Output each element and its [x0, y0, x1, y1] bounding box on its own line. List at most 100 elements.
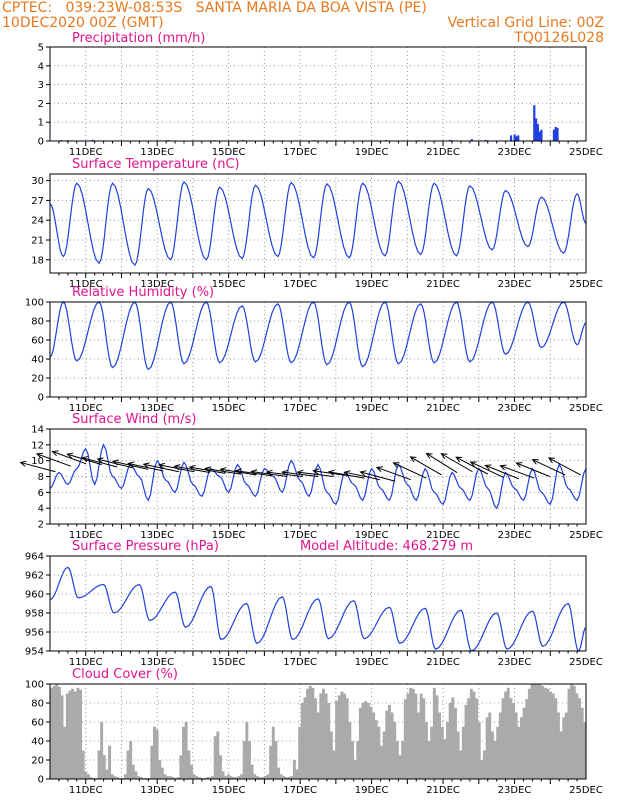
- wind-arrow-head: [547, 457, 555, 464]
- cloud-bar: [493, 741, 497, 779]
- cloud-bar: [57, 686, 61, 779]
- cloud-bar: [295, 769, 299, 779]
- wind-arrow-shaft: [344, 471, 380, 481]
- cloud-bar: [446, 722, 449, 779]
- xtick-label: 25DEC: [569, 279, 603, 290]
- ytick-label: 100: [25, 298, 44, 309]
- wind-arrow-shaft: [393, 462, 427, 479]
- cloud-bar: [290, 776, 294, 779]
- wind-arrow-head: [281, 469, 289, 476]
- wind-arrow-head: [127, 461, 135, 468]
- ytick-label: 960: [25, 590, 44, 601]
- wind-arrow-head: [515, 462, 523, 468]
- cloud-bar: [327, 703, 331, 779]
- wind-arrow: [265, 469, 303, 477]
- precip-bar: [540, 129, 543, 141]
- xtick-label: 19DEC: [355, 403, 389, 414]
- cloud-bar: [443, 739, 447, 779]
- panel-title-cloud: Cloud Cover (%): [72, 667, 178, 682]
- cloud-bar: [300, 703, 304, 779]
- cloud-bar: [50, 687, 53, 779]
- ytick-label: 80: [31, 317, 44, 328]
- panel-title-precip: Precipitation (mm/h): [72, 31, 205, 46]
- cloud-bar: [580, 707, 584, 779]
- xtick-label: 19DEC: [355, 147, 389, 158]
- cloud-bar: [435, 695, 439, 779]
- cloud-bar: [464, 704, 468, 779]
- panel-frame: [49, 46, 587, 142]
- wind-arrow: [455, 456, 489, 475]
- ytick-label: 958: [25, 609, 44, 620]
- wind-arrow-shaft: [470, 461, 504, 478]
- wind-arrow-head: [51, 450, 59, 457]
- xtick-label: 23DEC: [498, 785, 532, 796]
- xtick-label: 25DEC: [569, 785, 603, 796]
- cloud-bar: [316, 712, 320, 779]
- cloud-bar: [575, 693, 579, 779]
- wind-arrow-head: [204, 466, 212, 473]
- wind-arrow-head: [96, 457, 104, 464]
- wind-arrow: [425, 452, 458, 473]
- ytick-label: 60: [31, 336, 44, 347]
- wind-arrow: [499, 464, 535, 479]
- cloud-bar: [184, 722, 188, 779]
- xtick-label: 17DEC: [283, 530, 317, 541]
- cloud-bar: [271, 726, 275, 779]
- ytick-label: 12: [31, 440, 44, 451]
- cloud-bar: [248, 741, 251, 779]
- cloud-bar: [63, 726, 67, 779]
- cloud-bar: [380, 745, 383, 779]
- header-grid-note: Vertical Grid Line: 00Z: [447, 15, 604, 31]
- wind-arrow: [409, 456, 442, 476]
- cloud-bar: [414, 693, 418, 779]
- cloud-bar: [211, 776, 215, 779]
- cloud-bar: [176, 777, 180, 779]
- cloud-bar: [459, 750, 463, 779]
- precip-bar: [552, 129, 556, 141]
- cloud-bar: [543, 687, 547, 779]
- cloud-bar: [189, 764, 193, 779]
- cloud-bar: [440, 726, 444, 779]
- cloud-bar: [240, 774, 244, 779]
- cloud-bar: [171, 777, 175, 779]
- cloud-bar: [461, 726, 465, 779]
- xtick-label: 11DEC: [69, 147, 103, 158]
- xtick-label: 13DEC: [140, 657, 174, 668]
- wind-arrow-shaft: [426, 453, 458, 473]
- wind-arrow-shaft: [52, 451, 87, 465]
- ytick-label: 954: [25, 647, 44, 658]
- cloud-bar: [351, 741, 354, 779]
- cloud-bar: [158, 760, 162, 779]
- cloud-bar: [52, 685, 56, 779]
- cloud-bar: [298, 726, 302, 779]
- cloud-bar: [337, 695, 341, 779]
- cloud-bar: [105, 769, 109, 779]
- cloud-bar: [488, 712, 492, 779]
- xtick-label: 15DEC: [212, 657, 246, 668]
- wind-arrow-head: [173, 464, 181, 471]
- wind-arrow-shaft: [266, 471, 303, 477]
- cloud-bar: [538, 684, 542, 779]
- cloud-bar: [216, 731, 220, 779]
- ytick-label: 3: [38, 80, 44, 91]
- cloud-bar: [496, 726, 500, 779]
- ytick-label: 6: [38, 488, 44, 499]
- panel-title-wind: Surface Wind (m/s): [72, 412, 196, 427]
- precip-bar: [554, 126, 557, 141]
- wind-arrow-shaft: [282, 471, 319, 477]
- wind-arrow-shaft: [532, 459, 566, 476]
- header-model-id: TQ0126L028: [514, 30, 604, 46]
- cloud-bar: [116, 777, 119, 779]
- cloud-bar: [71, 688, 75, 779]
- cloud-bar: [76, 687, 80, 779]
- wind-arrow-head: [265, 469, 273, 476]
- wind-arrow-shaft: [328, 471, 365, 479]
- header-date: 10DEC2020 00Z (GMT): [2, 15, 164, 31]
- cloud-bar: [284, 777, 288, 779]
- wind-arrow-shaft: [128, 462, 164, 472]
- ytick-label: 10: [31, 456, 44, 467]
- cloud-bar: [131, 764, 135, 779]
- xtick-label: 17DEC: [283, 403, 317, 414]
- wind-arrow-shaft: [360, 471, 396, 482]
- cloud-bar: [358, 707, 362, 779]
